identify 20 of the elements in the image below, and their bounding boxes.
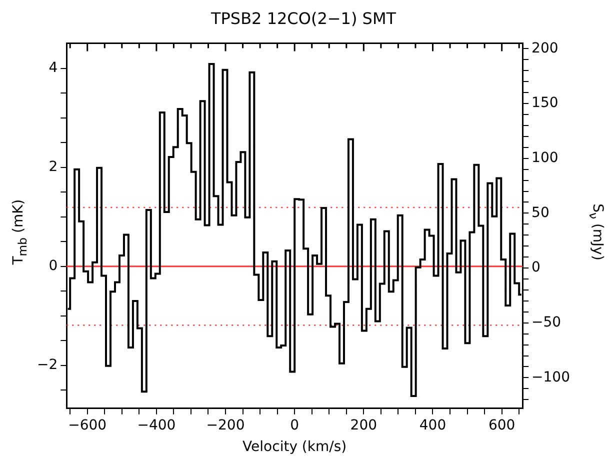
y-tick-label: 2 bbox=[48, 159, 58, 176]
x-tick-label: 400 bbox=[419, 417, 446, 434]
y-tick-label: 4 bbox=[48, 60, 58, 76]
x-tick-label: 200 bbox=[350, 417, 378, 434]
x-tick-label: −200 bbox=[206, 417, 245, 434]
y2-tick-label: 50 bbox=[532, 204, 550, 221]
x-tick-label: 600 bbox=[488, 417, 516, 434]
y2-tick-label: 100 bbox=[532, 150, 558, 166]
y2-tick-label: 0 bbox=[532, 260, 540, 276]
y2-tick-label: 150 bbox=[532, 95, 558, 112]
y2-tick-label: 200 bbox=[532, 40, 558, 56]
x-tick-label: −600 bbox=[68, 417, 107, 434]
chart-title: TPSB2 12CO(2−1) SMT bbox=[210, 8, 396, 28]
x-axis-title: Velocity (km/s) bbox=[242, 439, 347, 456]
y2-tick-label: −100 bbox=[532, 369, 570, 386]
x-tick-label: 0 bbox=[290, 417, 300, 434]
y-tick-label: −2 bbox=[36, 356, 58, 373]
y2-tick-label: −50 bbox=[532, 314, 562, 330]
x-tick-label: −400 bbox=[137, 417, 176, 434]
y-tick-label: 0 bbox=[48, 258, 58, 274]
